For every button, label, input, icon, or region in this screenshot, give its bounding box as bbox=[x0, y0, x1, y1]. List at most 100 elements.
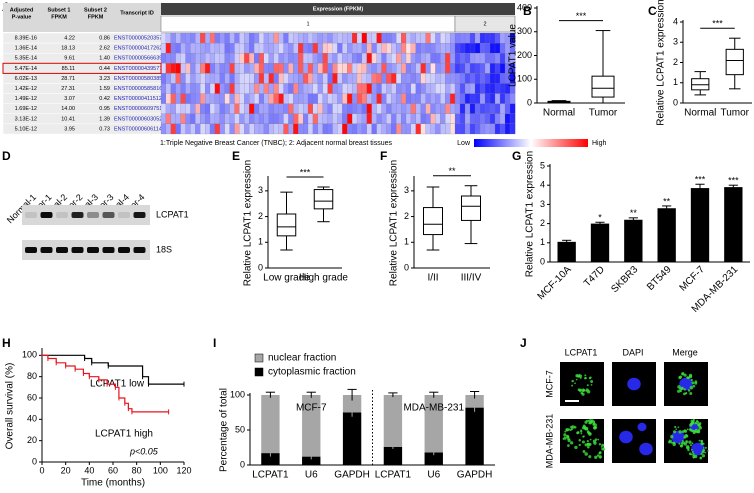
heatmap-cell bbox=[214, 32, 221, 44]
color-scale bbox=[474, 139, 588, 147]
heatmap-cell bbox=[317, 93, 323, 104]
micrograph bbox=[560, 419, 604, 463]
heatmap-cell bbox=[440, 63, 446, 74]
heatmap-cell bbox=[371, 53, 377, 64]
heatmap-cell bbox=[205, 32, 211, 44]
heatmap-cell bbox=[489, 53, 496, 64]
heatmap-cell bbox=[317, 63, 323, 74]
heatmap-cell bbox=[278, 73, 284, 84]
heatmap-cell bbox=[386, 42, 392, 54]
heatmap-cell bbox=[342, 53, 348, 64]
heatmap-cell bbox=[352, 123, 358, 135]
heatmap-cell bbox=[249, 53, 255, 64]
heatmap-cell bbox=[180, 73, 186, 84]
nucleus bbox=[637, 422, 647, 432]
heatmap-cell bbox=[386, 73, 392, 84]
signal bbox=[599, 456, 602, 459]
blot-band bbox=[40, 212, 53, 218]
signal bbox=[688, 452, 692, 456]
heatmap-cell bbox=[366, 103, 372, 114]
heatmap-cell bbox=[327, 42, 333, 54]
table-cell: 3.95 bbox=[64, 126, 75, 132]
signal bbox=[677, 426, 680, 429]
heatmap-cell bbox=[322, 113, 328, 125]
heatmap-cell bbox=[180, 123, 186, 135]
heatmap-cell bbox=[258, 123, 265, 135]
signal bbox=[686, 428, 689, 431]
heatmap-cell bbox=[391, 93, 397, 104]
heatmap-cell bbox=[258, 53, 265, 64]
heatmap-cell bbox=[332, 123, 338, 135]
heatmap-cell bbox=[160, 73, 167, 84]
heatmap-cell bbox=[229, 63, 235, 74]
signal bbox=[702, 448, 706, 452]
table-cell: ENST00000566639.1 bbox=[114, 56, 167, 62]
blot-band bbox=[118, 212, 130, 218]
heatmap-cell bbox=[445, 93, 451, 104]
blot-background bbox=[22, 205, 150, 225]
heatmap-cell bbox=[170, 83, 177, 94]
heatmap-cell bbox=[273, 83, 279, 94]
table-cell: 14.00 bbox=[61, 106, 75, 112]
heatmap-cell bbox=[405, 63, 412, 74]
signal bbox=[692, 454, 696, 459]
heatmap-cell bbox=[327, 103, 333, 114]
table-cell: 3.23 bbox=[99, 76, 110, 82]
heatmap-cell bbox=[293, 113, 299, 125]
heatmap-cell bbox=[307, 32, 314, 44]
heatmap-cell bbox=[303, 42, 309, 54]
signal bbox=[596, 454, 600, 457]
heatmap-cell bbox=[366, 123, 372, 135]
heatmap-cell bbox=[327, 93, 333, 104]
heatmap-cell bbox=[327, 63, 333, 74]
heatmap-cell bbox=[454, 42, 461, 54]
heatmap-cell bbox=[352, 103, 358, 114]
box bbox=[276, 213, 297, 237]
heatmap-cell bbox=[332, 83, 338, 94]
box bbox=[313, 189, 334, 210]
heatmap-cell bbox=[258, 113, 265, 125]
heatmap-cell bbox=[160, 123, 167, 135]
heatmap-cell bbox=[170, 93, 177, 104]
heatmap-cell bbox=[175, 53, 181, 64]
heatmap-cell bbox=[185, 93, 191, 104]
heatmap-cell bbox=[239, 113, 245, 125]
heatmap-cell bbox=[239, 103, 245, 114]
heatmap-cell bbox=[268, 123, 274, 135]
heatmap-cell bbox=[435, 113, 441, 125]
signal bbox=[597, 438, 600, 441]
heatmap-cell bbox=[494, 73, 501, 84]
heatmap-cell bbox=[298, 83, 304, 94]
significance: ** bbox=[448, 166, 456, 176]
heatmap-cell bbox=[195, 53, 201, 64]
group-2-bg bbox=[454, 15, 516, 33]
heatmap-cell bbox=[504, 93, 511, 104]
heatmap-cell bbox=[214, 53, 221, 64]
heatmap-cell bbox=[175, 32, 181, 44]
heatmap-cell bbox=[396, 113, 402, 125]
heatmap-cell bbox=[239, 63, 245, 74]
heatmap-cell bbox=[459, 53, 466, 64]
signal bbox=[679, 390, 682, 393]
heatmap-cell bbox=[229, 42, 235, 54]
heatmap-cell bbox=[268, 113, 274, 125]
heatmap-cell bbox=[205, 113, 211, 125]
heatmap-cell bbox=[268, 83, 274, 94]
legend-label: LCPAT1 high bbox=[95, 429, 153, 440]
heatmap-cell bbox=[175, 93, 181, 104]
signal bbox=[593, 426, 597, 430]
heatmap-cell bbox=[268, 103, 274, 114]
heatmap-cell bbox=[347, 32, 353, 44]
panel-letter: H bbox=[2, 336, 11, 350]
heatmap-cell bbox=[454, 123, 461, 135]
x-tick-label: 60 bbox=[108, 465, 118, 475]
survival-step bbox=[65, 365, 76, 370]
heatmap-cell bbox=[209, 123, 216, 135]
heatmap-cell bbox=[504, 103, 511, 114]
group-label: MDA-MB-231 bbox=[403, 403, 464, 414]
heatmap-cell bbox=[342, 123, 348, 135]
panel-letter: G bbox=[512, 149, 521, 163]
heatmap-cell bbox=[214, 113, 221, 125]
heatmap-cell bbox=[263, 32, 270, 44]
